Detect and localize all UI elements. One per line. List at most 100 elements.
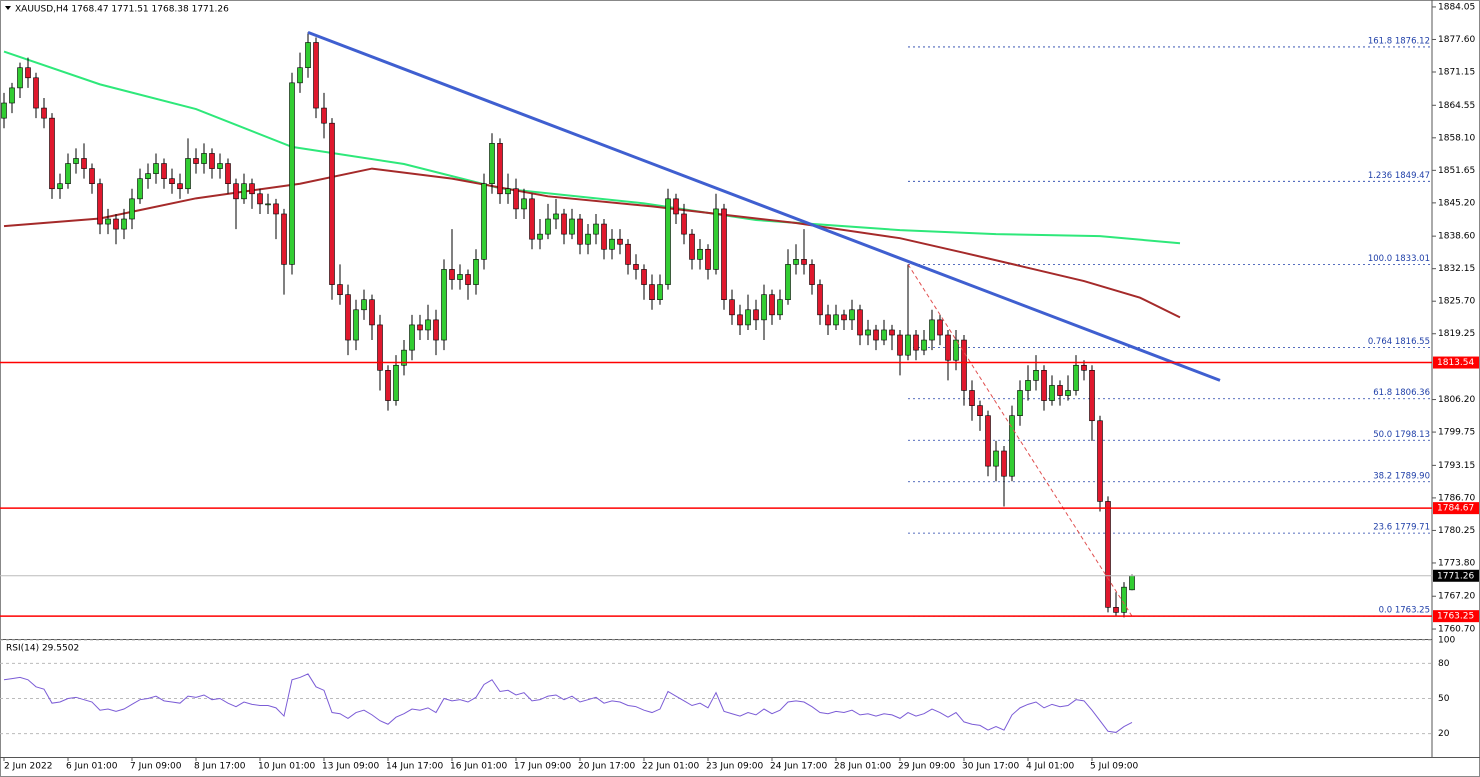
candle-body xyxy=(633,264,639,270)
y-tick-label: 1877.60 xyxy=(1438,35,1475,45)
candle-body xyxy=(129,198,135,220)
candle-body xyxy=(161,163,167,179)
y-tick-label: 1825.70 xyxy=(1438,297,1475,307)
candle-body xyxy=(857,309,863,336)
x-tick-label: 24 Jun 17:00 xyxy=(770,762,827,772)
x-tick-label: 2 Jun 2022 xyxy=(4,762,52,772)
y-tick-label: 1767.20 xyxy=(1438,592,1475,602)
x-tick-label: 6 Jun 01:00 xyxy=(66,762,118,772)
candle-body xyxy=(601,223,607,250)
candle-body xyxy=(449,269,455,280)
candle-body xyxy=(1009,415,1015,477)
level-tag xyxy=(1433,356,1479,369)
candle-body xyxy=(425,319,431,331)
x-tick-label: 22 Jun 01:00 xyxy=(642,762,699,772)
candle-body xyxy=(321,107,327,124)
y-tick-label: 1884.05 xyxy=(1438,2,1475,12)
candle-body xyxy=(913,334,919,351)
candle-body xyxy=(1081,364,1087,371)
moving-average xyxy=(3,167,1181,319)
candle-body xyxy=(985,415,991,467)
candle-body xyxy=(329,122,335,285)
candle-body xyxy=(73,158,79,164)
level-label: 1813.54 xyxy=(1437,358,1474,368)
candle-body xyxy=(1025,380,1031,391)
candle-body xyxy=(481,183,487,260)
candle-body xyxy=(169,178,175,185)
candle-body xyxy=(665,198,671,285)
fib-label: 50.0 1798.13 xyxy=(1373,430,1430,440)
candle-body xyxy=(305,42,311,69)
candle-body xyxy=(65,163,71,185)
candle-body xyxy=(145,173,151,179)
candle-body xyxy=(17,67,23,89)
fib-label: 100.0 1833.01 xyxy=(1368,254,1430,264)
candle-body xyxy=(961,339,967,391)
candle-body xyxy=(801,259,807,265)
candle-body xyxy=(809,264,815,285)
candle-body xyxy=(673,198,679,215)
candle-body xyxy=(473,259,479,285)
y-tick-label: 1851.65 xyxy=(1438,166,1475,176)
candle-body xyxy=(209,153,215,169)
rsi-tick-label: 50 xyxy=(1438,694,1450,704)
candle-body xyxy=(409,324,415,351)
level-tag xyxy=(1433,502,1479,515)
candle-body xyxy=(393,364,399,401)
candle-body xyxy=(737,314,743,326)
fib-label: 1.236 1849.47 xyxy=(1368,171,1430,181)
rsi-tick-label: 80 xyxy=(1438,659,1450,669)
y-tick-label: 1858.10 xyxy=(1438,133,1475,143)
candle-body xyxy=(745,309,751,326)
candle-body xyxy=(201,153,207,164)
fib-label: 0.764 1816.55 xyxy=(1368,337,1430,347)
candle-body xyxy=(1065,390,1071,396)
candle-body xyxy=(545,218,551,235)
candle-body xyxy=(81,158,87,169)
candle-body xyxy=(121,218,127,230)
y-tick-label: 1760.70 xyxy=(1438,625,1475,635)
candle-body xyxy=(689,233,695,260)
candle-body xyxy=(385,370,391,401)
candle-body xyxy=(769,294,775,316)
y-tick-label: 1793.15 xyxy=(1438,461,1475,471)
candle-body xyxy=(273,203,279,215)
candle-body xyxy=(945,334,951,361)
candle-body xyxy=(1033,370,1039,381)
candle-body xyxy=(41,107,47,119)
candle-body xyxy=(609,238,615,250)
candle-body xyxy=(177,183,183,190)
candle-body xyxy=(9,87,15,104)
x-tick-label: 5 Jul 09:00 xyxy=(1090,762,1139,772)
candle-body xyxy=(617,238,623,245)
candle-body xyxy=(265,203,271,206)
candle-body xyxy=(1089,370,1095,422)
x-tick-label: 30 Jun 17:00 xyxy=(962,762,1019,772)
candle-body xyxy=(361,299,367,311)
fib-label: 23.6 1779.71 xyxy=(1373,523,1430,533)
candle-body xyxy=(137,178,143,200)
candle-body xyxy=(1129,575,1135,591)
candle-body xyxy=(1049,385,1055,401)
x-tick-label: 23 Jun 09:00 xyxy=(706,762,763,772)
fib-label: 0.0 1763.25 xyxy=(1379,606,1430,616)
y-tick-label: 1871.15 xyxy=(1438,67,1475,77)
y-tick-label: 1773.80 xyxy=(1438,558,1475,568)
candle-body xyxy=(641,269,647,285)
moving-average xyxy=(3,50,1181,245)
level-label: 1763.25 xyxy=(1437,612,1474,622)
candle-body xyxy=(1097,420,1103,502)
fib-label: 61.8 1806.36 xyxy=(1373,388,1430,398)
candle-body xyxy=(561,213,567,235)
candle-body xyxy=(401,349,407,366)
candle-body xyxy=(841,314,847,321)
candle-body xyxy=(569,218,575,235)
candle-body xyxy=(1113,607,1119,613)
candle-body xyxy=(97,183,103,225)
candle-body xyxy=(585,233,591,245)
candle-body xyxy=(753,309,759,321)
y-tick-label: 1780.25 xyxy=(1438,526,1475,536)
candle-body xyxy=(33,77,39,109)
candle-body xyxy=(337,284,343,295)
